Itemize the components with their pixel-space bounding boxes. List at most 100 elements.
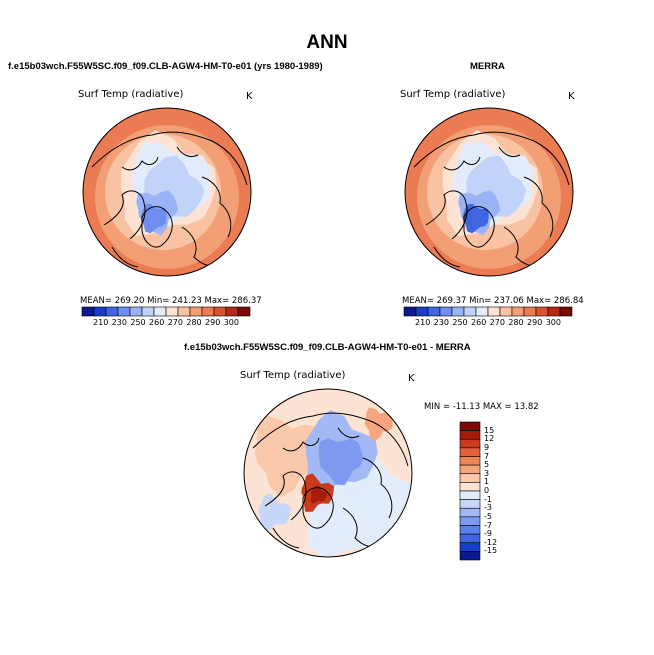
- panel-3-colorbar-tick-label: 12: [484, 434, 495, 444]
- panel-2-colorbar-tick-label: 230: [433, 318, 449, 327]
- panel-3-colorbar-tick-label: -15: [484, 546, 498, 556]
- panel-1-polar-map: [82, 107, 252, 277]
- panel-1-colorbar-box: [93, 306, 107, 317]
- panel-2-colorbar-box: [523, 306, 537, 317]
- panel-2-colorbar: [403, 306, 573, 317]
- panel-3-colorbar-tick-label: -3: [484, 503, 492, 513]
- panel-3-colorbar-box: [459, 499, 481, 509]
- panel-3-coastline: [337, 427, 360, 439]
- panel-2-colorbar-tick-label: 290: [527, 318, 543, 327]
- panel-3-colorbar-tick-label: 3: [484, 468, 490, 478]
- panel-1-colorbar-tick-label: 300: [223, 318, 239, 327]
- panel-3-field-patch: [254, 415, 325, 498]
- panel-1-map-boundary: [82, 107, 252, 277]
- panel-1-coastline: [111, 246, 139, 268]
- panel-3-colorbar-box: [459, 507, 481, 518]
- panel-3-colorbar: [459, 421, 481, 561]
- panel-2-colorbar-box: [415, 306, 429, 317]
- panel-2-colorbar-tick-label: 300: [545, 318, 561, 327]
- panel-3-colorbar-box: [459, 525, 481, 535]
- panel-3-colorbar-box: [459, 421, 481, 431]
- panel-1-colorbar-box: [177, 306, 191, 317]
- panel-1-colorbar-box: [153, 306, 167, 317]
- panel-3-field-cold: [318, 438, 364, 486]
- panel-3-colorbar-box: [459, 447, 481, 457]
- panel-1-colorbar-ticks: 210 230 250 260 270 280 290 300: [82, 318, 250, 330]
- panel-1-colorbar-tick-label: 250: [130, 318, 146, 327]
- panel-2-colorbar-tick-label: 280: [508, 318, 524, 327]
- panel-1-variable-label: Surf Temp (radiative): [78, 89, 184, 100]
- panel-1-coastline: [176, 146, 199, 158]
- panel-1-coastline: [91, 131, 248, 186]
- panel-2-colorbar-ticks: 210 230 250 260 270 280 290 300: [404, 318, 572, 330]
- panel-3-colorbar-box: [459, 533, 481, 544]
- panel-3-coastline: [272, 527, 300, 549]
- panel-1-colorbar-box: [165, 306, 179, 317]
- panel-2-colorbar-tick-label: 260: [471, 318, 487, 327]
- panel-2-coastline: [433, 246, 461, 268]
- panel-3-map-boundary: [243, 388, 413, 558]
- panel-2-colorbar-box: [403, 306, 417, 317]
- panel-2-colorbar-tick-label: 270: [489, 318, 505, 327]
- panel-3-colorbar-box: [459, 490, 481, 500]
- panel-3-field-patch: [258, 493, 291, 532]
- panel-2-coastline: [443, 156, 481, 171]
- panel-2-polar-map: [404, 107, 574, 277]
- panel-2-units: K: [568, 91, 575, 102]
- panel-1-heading: f.e15b03wch.F55W5SC.f09_f09.CLB-AGW4-HM-…: [8, 61, 323, 72]
- panel-1-colorbar-box: [105, 306, 119, 317]
- panel-1-colorbar-box: [213, 306, 227, 317]
- page-title: ANN: [306, 32, 348, 53]
- panel-1-colorbar-box: [189, 306, 203, 317]
- panel-2-stats: MEAN= 269.37 Min= 237.06 Max= 286.84: [402, 296, 584, 306]
- panel-3-units: K: [408, 373, 415, 384]
- panel-2-coastline: [463, 206, 495, 248]
- panel-1-colorbar-tick-label: 270: [167, 318, 183, 327]
- panel-1-colorbar-tick-label: 210: [93, 318, 109, 327]
- panel-2-coastline: [498, 146, 521, 158]
- panel-1-colorbar-box: [225, 306, 239, 317]
- panel-2-colorbar-box: [439, 306, 453, 317]
- panel-1-colorbar-tick-label: 230: [111, 318, 127, 327]
- panel-3-coastline: [302, 487, 334, 529]
- panel-2-colorbar-box: [511, 306, 525, 317]
- panel-3-coastline: [252, 412, 409, 467]
- panel-2-map-boundary: [404, 107, 574, 277]
- panel-1-field-greenland-core: [140, 203, 167, 234]
- panel-3-field-greenland-core: [310, 485, 328, 504]
- panel-1-coastline: [121, 156, 159, 171]
- panel-2-colorbar-box: [427, 306, 441, 317]
- panel-3-polar-map: [243, 388, 413, 558]
- panel-3-colorbar-tick-label: -7: [484, 520, 492, 530]
- panel-2-heading: MERRA: [470, 61, 505, 72]
- panel-3-colorbar-box: [459, 516, 481, 526]
- panel-1-coastline: [141, 206, 173, 248]
- panel-2-colorbar-box: [463, 306, 477, 317]
- panel-3-colorbar-tick-label: -1: [484, 494, 492, 504]
- panel-3-colorbar-box: [459, 542, 481, 552]
- panel-2-colorbar-box: [535, 306, 549, 317]
- panel-3-field-patch: [364, 407, 393, 442]
- panel-2-variable-label: Surf Temp (radiative): [400, 89, 506, 100]
- panel-2-colorbar-box: [451, 306, 465, 317]
- panel-2-colorbar-box: [487, 306, 501, 317]
- panel-3-colorbar-tick-label: -12: [484, 537, 498, 547]
- panel-1-units: K: [246, 91, 253, 102]
- panel-2-colorbar-box: [475, 306, 489, 317]
- panel-3-variable-label: Surf Temp (radiative): [240, 370, 346, 381]
- panel-3-colorbar-box: [459, 430, 481, 440]
- panel-1-colorbar-box: [201, 306, 215, 317]
- panel-1-colorbar-box: [237, 306, 251, 317]
- panel-1-colorbar-tick-label: 260: [149, 318, 165, 327]
- panel-3-coastline: [282, 437, 320, 452]
- panel-3-colorbar-tick-label: 5: [484, 460, 490, 470]
- panel-3-colorbar-box: [459, 438, 481, 449]
- panel-1-colorbar-tick-label: 280: [186, 318, 202, 327]
- panel-3-colorbar-box: [459, 551, 481, 561]
- panel-3-colorbar-box: [459, 482, 481, 492]
- panel-2-coastline: [413, 131, 570, 186]
- panel-2-field-greenland-core: [462, 203, 489, 234]
- panel-1-stats: MEAN= 269.20 Min= 241.23 Max= 286.37: [80, 296, 262, 306]
- panel-1-colorbar-box: [141, 306, 155, 317]
- panel-2-colorbar-tick-label: 210: [415, 318, 431, 327]
